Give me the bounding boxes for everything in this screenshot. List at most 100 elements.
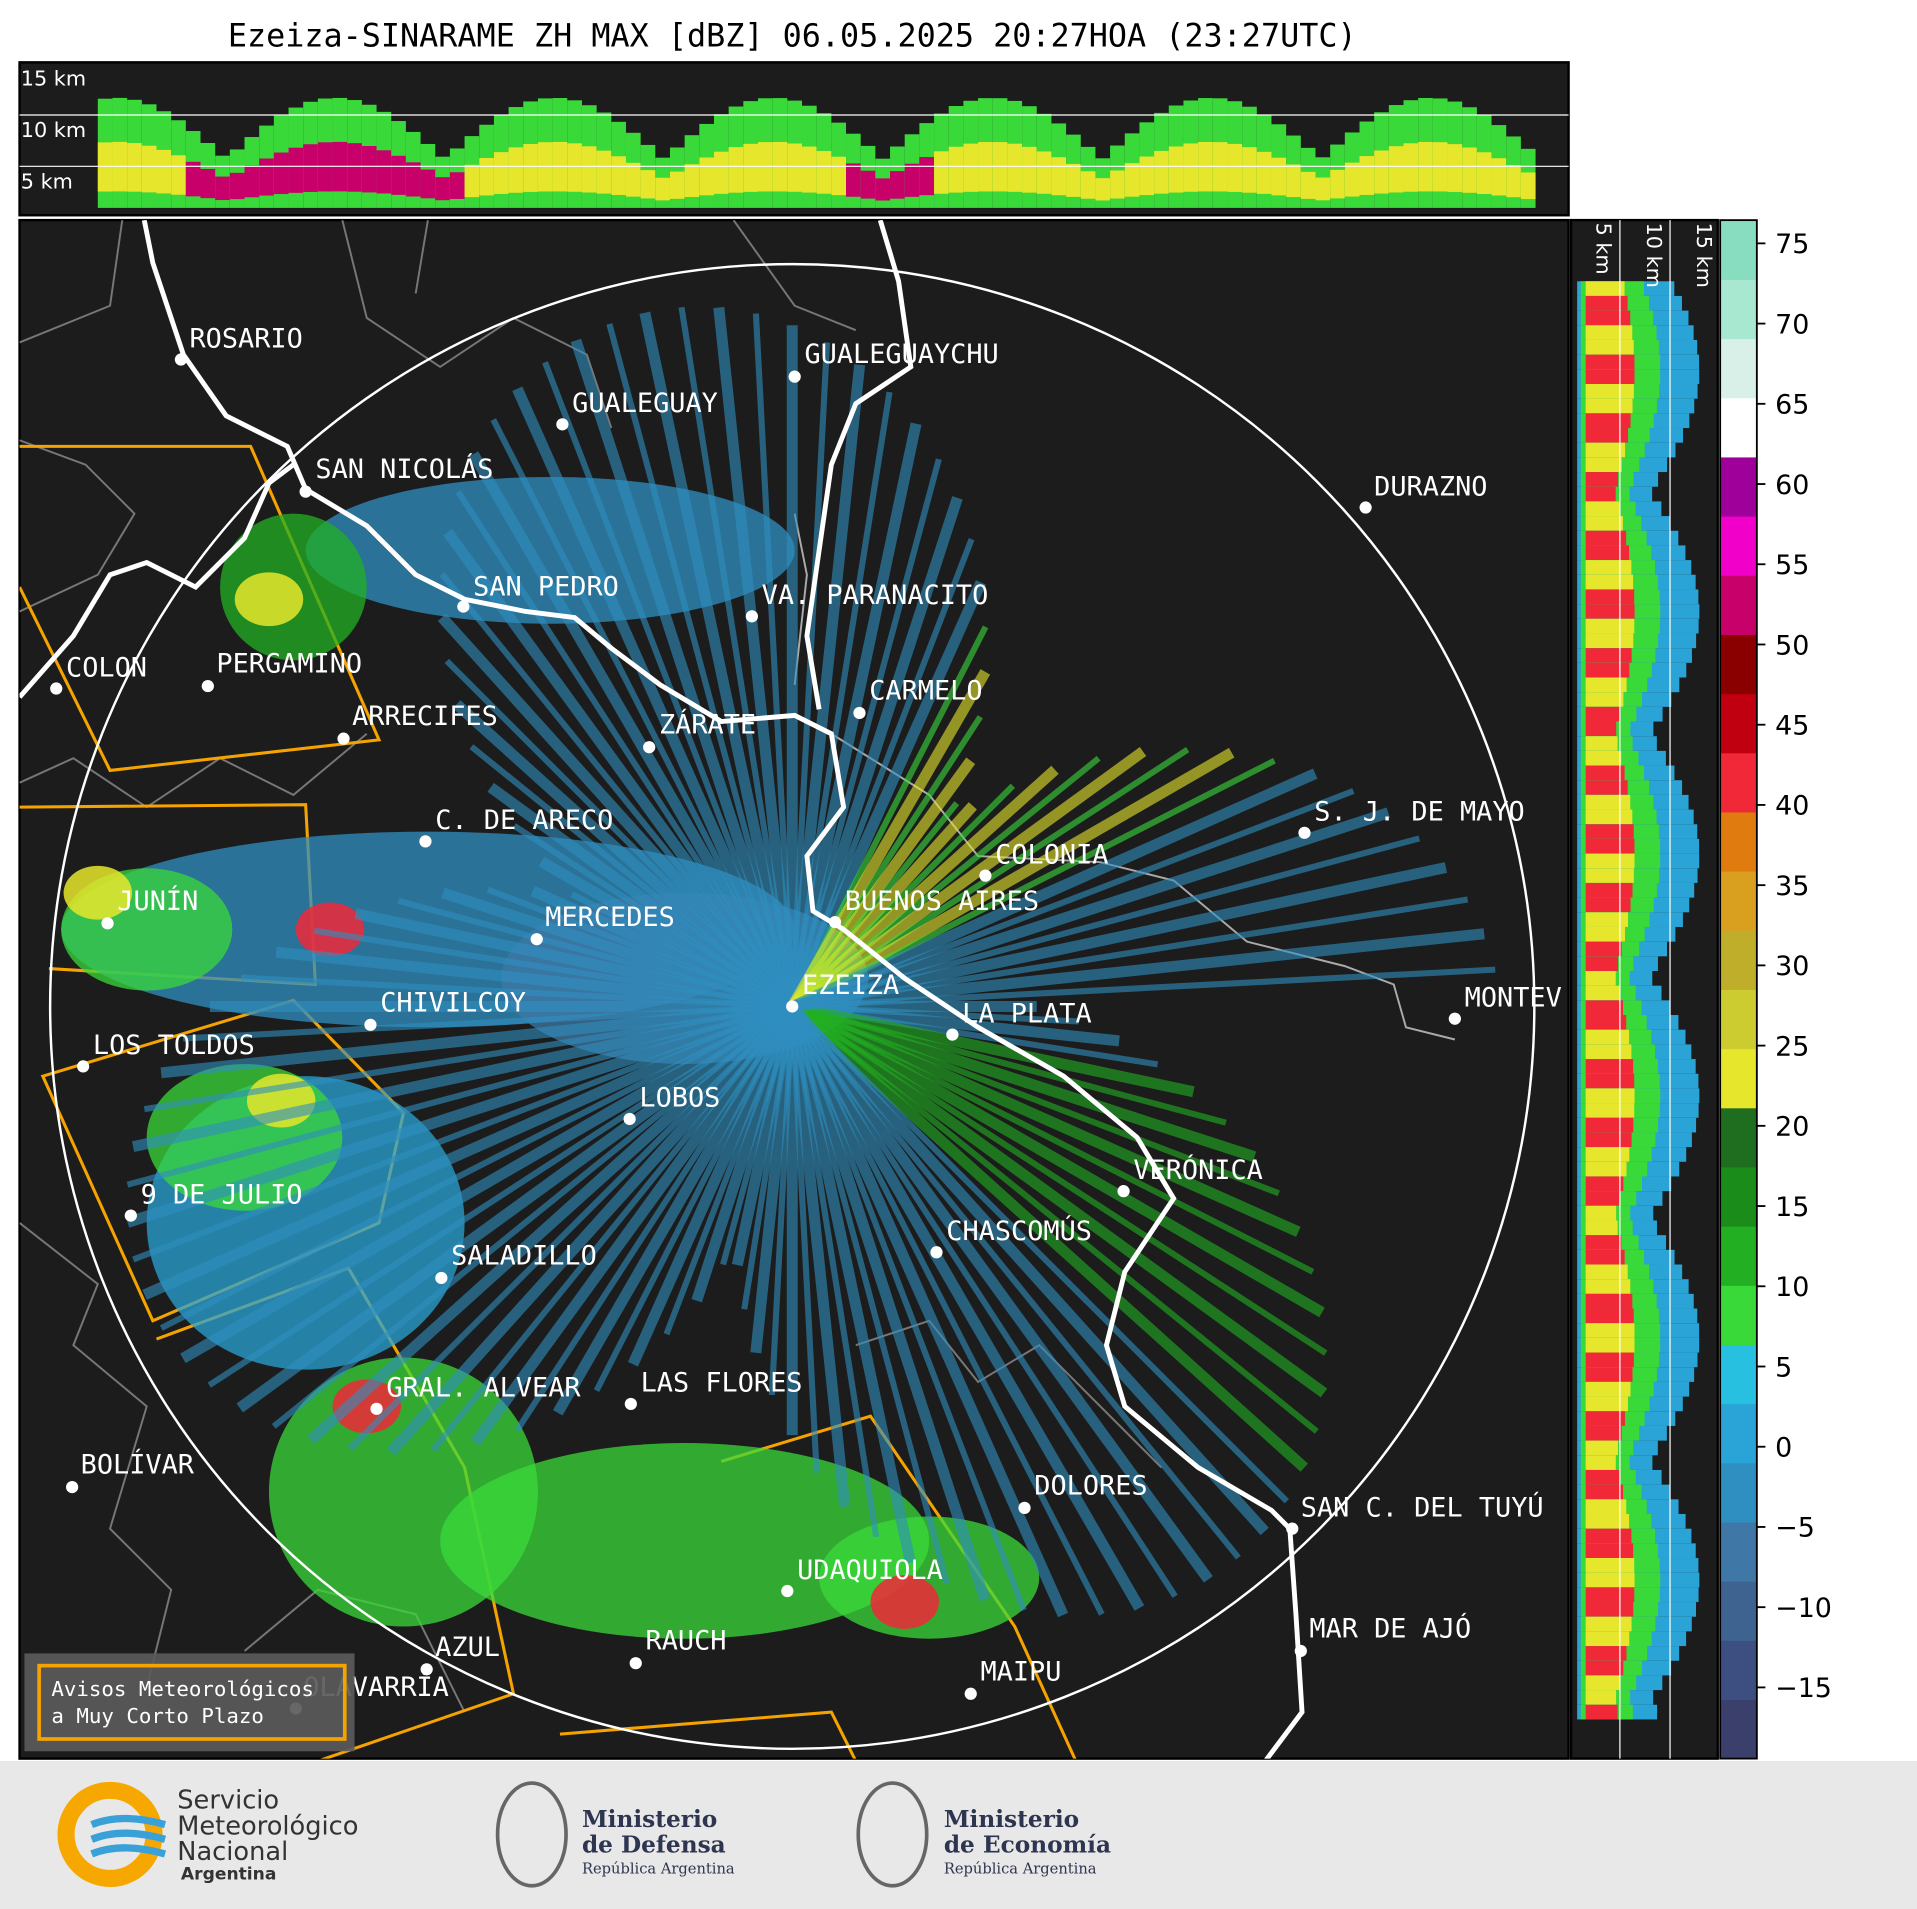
echo-row <box>1585 604 1635 619</box>
echo-column <box>127 143 142 192</box>
smn-logo-waves <box>90 1814 167 1858</box>
echo-ray <box>787 669 991 1010</box>
echo-column <box>1462 147 1477 193</box>
ministry-text: de Economía <box>944 1832 1111 1859</box>
ministry-text: República Argentina <box>582 1861 735 1878</box>
echo-row <box>1585 1675 1620 1691</box>
smn-text: Argentina <box>181 1865 276 1885</box>
echo-column <box>640 170 656 199</box>
city-dot <box>979 869 992 882</box>
echo-ray <box>487 782 796 1011</box>
colorbar-step <box>1720 1285 1757 1345</box>
city-dot <box>786 1000 799 1013</box>
height-label: 10 km <box>21 118 86 142</box>
echo-row <box>1585 736 1618 751</box>
echo-column <box>596 150 612 194</box>
echo-column <box>919 157 935 196</box>
echo-column <box>1154 150 1169 194</box>
echo-row <box>1585 501 1620 517</box>
city-label: LOS TOLDOS <box>93 1030 255 1061</box>
height-label: 10 km <box>1642 223 1666 288</box>
city-label: RAUCH <box>646 1626 727 1657</box>
echo-column <box>376 150 392 194</box>
city-label: ROSARIO <box>189 323 302 354</box>
echo-ray <box>789 1001 1301 1237</box>
echo-ray <box>789 768 1318 1012</box>
echo-ray <box>790 807 1390 1012</box>
city-dot <box>201 679 214 693</box>
echo-row <box>1585 926 1625 942</box>
echo-row <box>1585 1602 1634 1617</box>
echo-column <box>493 152 509 194</box>
echo-column <box>655 177 670 201</box>
echo-ray <box>639 311 798 1008</box>
echo-column <box>684 164 700 197</box>
echo-ray <box>236 1002 796 1413</box>
colorbar-step <box>1720 930 1757 990</box>
city-label: MERCEDES <box>545 902 675 933</box>
echo-ray <box>468 451 797 1010</box>
colorbar-tick-label: −15 <box>1775 1673 1832 1704</box>
echo-ray <box>786 496 963 1009</box>
echo-column <box>1491 158 1507 196</box>
echo-column <box>1330 169 1345 199</box>
city-label: SAN PEDRO <box>473 572 619 603</box>
echo-column <box>669 171 685 199</box>
echo-row <box>1585 677 1627 693</box>
city-dot <box>420 1663 433 1676</box>
echo-column <box>273 152 289 195</box>
echo-row <box>1585 780 1628 795</box>
echo-ray <box>627 1004 798 1367</box>
colorbar-tick-label: 50 <box>1775 630 1809 661</box>
height-label: 15 km <box>21 67 86 91</box>
echo-column <box>713 151 729 194</box>
city-dot <box>370 1402 383 1415</box>
echo-row <box>1585 1088 1635 1104</box>
echo-row <box>1585 442 1626 458</box>
echo-column <box>1344 162 1360 197</box>
footer <box>0 1761 1917 1909</box>
echo-column <box>244 165 260 198</box>
echo-row <box>1585 339 1634 355</box>
alert-legend-text: a Muy Corto Plazo <box>51 1704 264 1728</box>
city-label: 9 DE JULIO <box>141 1179 303 1210</box>
echo-ray <box>788 765 1059 1011</box>
city-dot <box>299 485 312 498</box>
smn-text: Meteorológico <box>177 1811 358 1841</box>
city-label: C. DE ARECO <box>435 805 613 836</box>
echo-ray <box>307 1002 796 1445</box>
echo-row <box>1585 692 1624 707</box>
echo-row <box>1585 838 1635 854</box>
echo-ray <box>443 528 797 1010</box>
colorbar-step <box>1720 634 1757 695</box>
echo-column <box>699 157 714 196</box>
echo-ray <box>453 700 796 1011</box>
echo-row <box>1585 1616 1632 1632</box>
range-ring <box>48 262 1536 1751</box>
echo-column <box>1403 143 1419 192</box>
echo-column <box>435 177 450 201</box>
echo-column <box>405 162 421 197</box>
side-echoes <box>1577 281 1700 1720</box>
echo-core <box>63 865 133 920</box>
city-label: MONTEV <box>1465 982 1562 1013</box>
echo-ray <box>790 1004 1319 1434</box>
colorbar-tick-label: 10 <box>1775 1272 1809 1303</box>
echo-row <box>1585 1176 1624 1192</box>
ministry-text: República Argentina <box>944 1861 1097 1878</box>
echo-column <box>1066 163 1081 197</box>
echo-row <box>1585 428 1629 443</box>
echo-row <box>1585 1543 1634 1559</box>
echo-row <box>1585 369 1635 385</box>
city-dot <box>946 1028 959 1041</box>
echo-row <box>1585 1631 1630 1647</box>
echo-row <box>1585 325 1633 340</box>
colorbar-tick-label: −5 <box>1775 1513 1815 1544</box>
colorbar-tick-label: 40 <box>1775 791 1809 822</box>
echo-row <box>1585 589 1635 605</box>
echo-row <box>1585 1308 1634 1324</box>
colorbar-tick-label: 75 <box>1775 229 1809 260</box>
echo-column <box>728 147 744 193</box>
alert-legend-text: Avisos Meteorológicos <box>51 1677 314 1701</box>
